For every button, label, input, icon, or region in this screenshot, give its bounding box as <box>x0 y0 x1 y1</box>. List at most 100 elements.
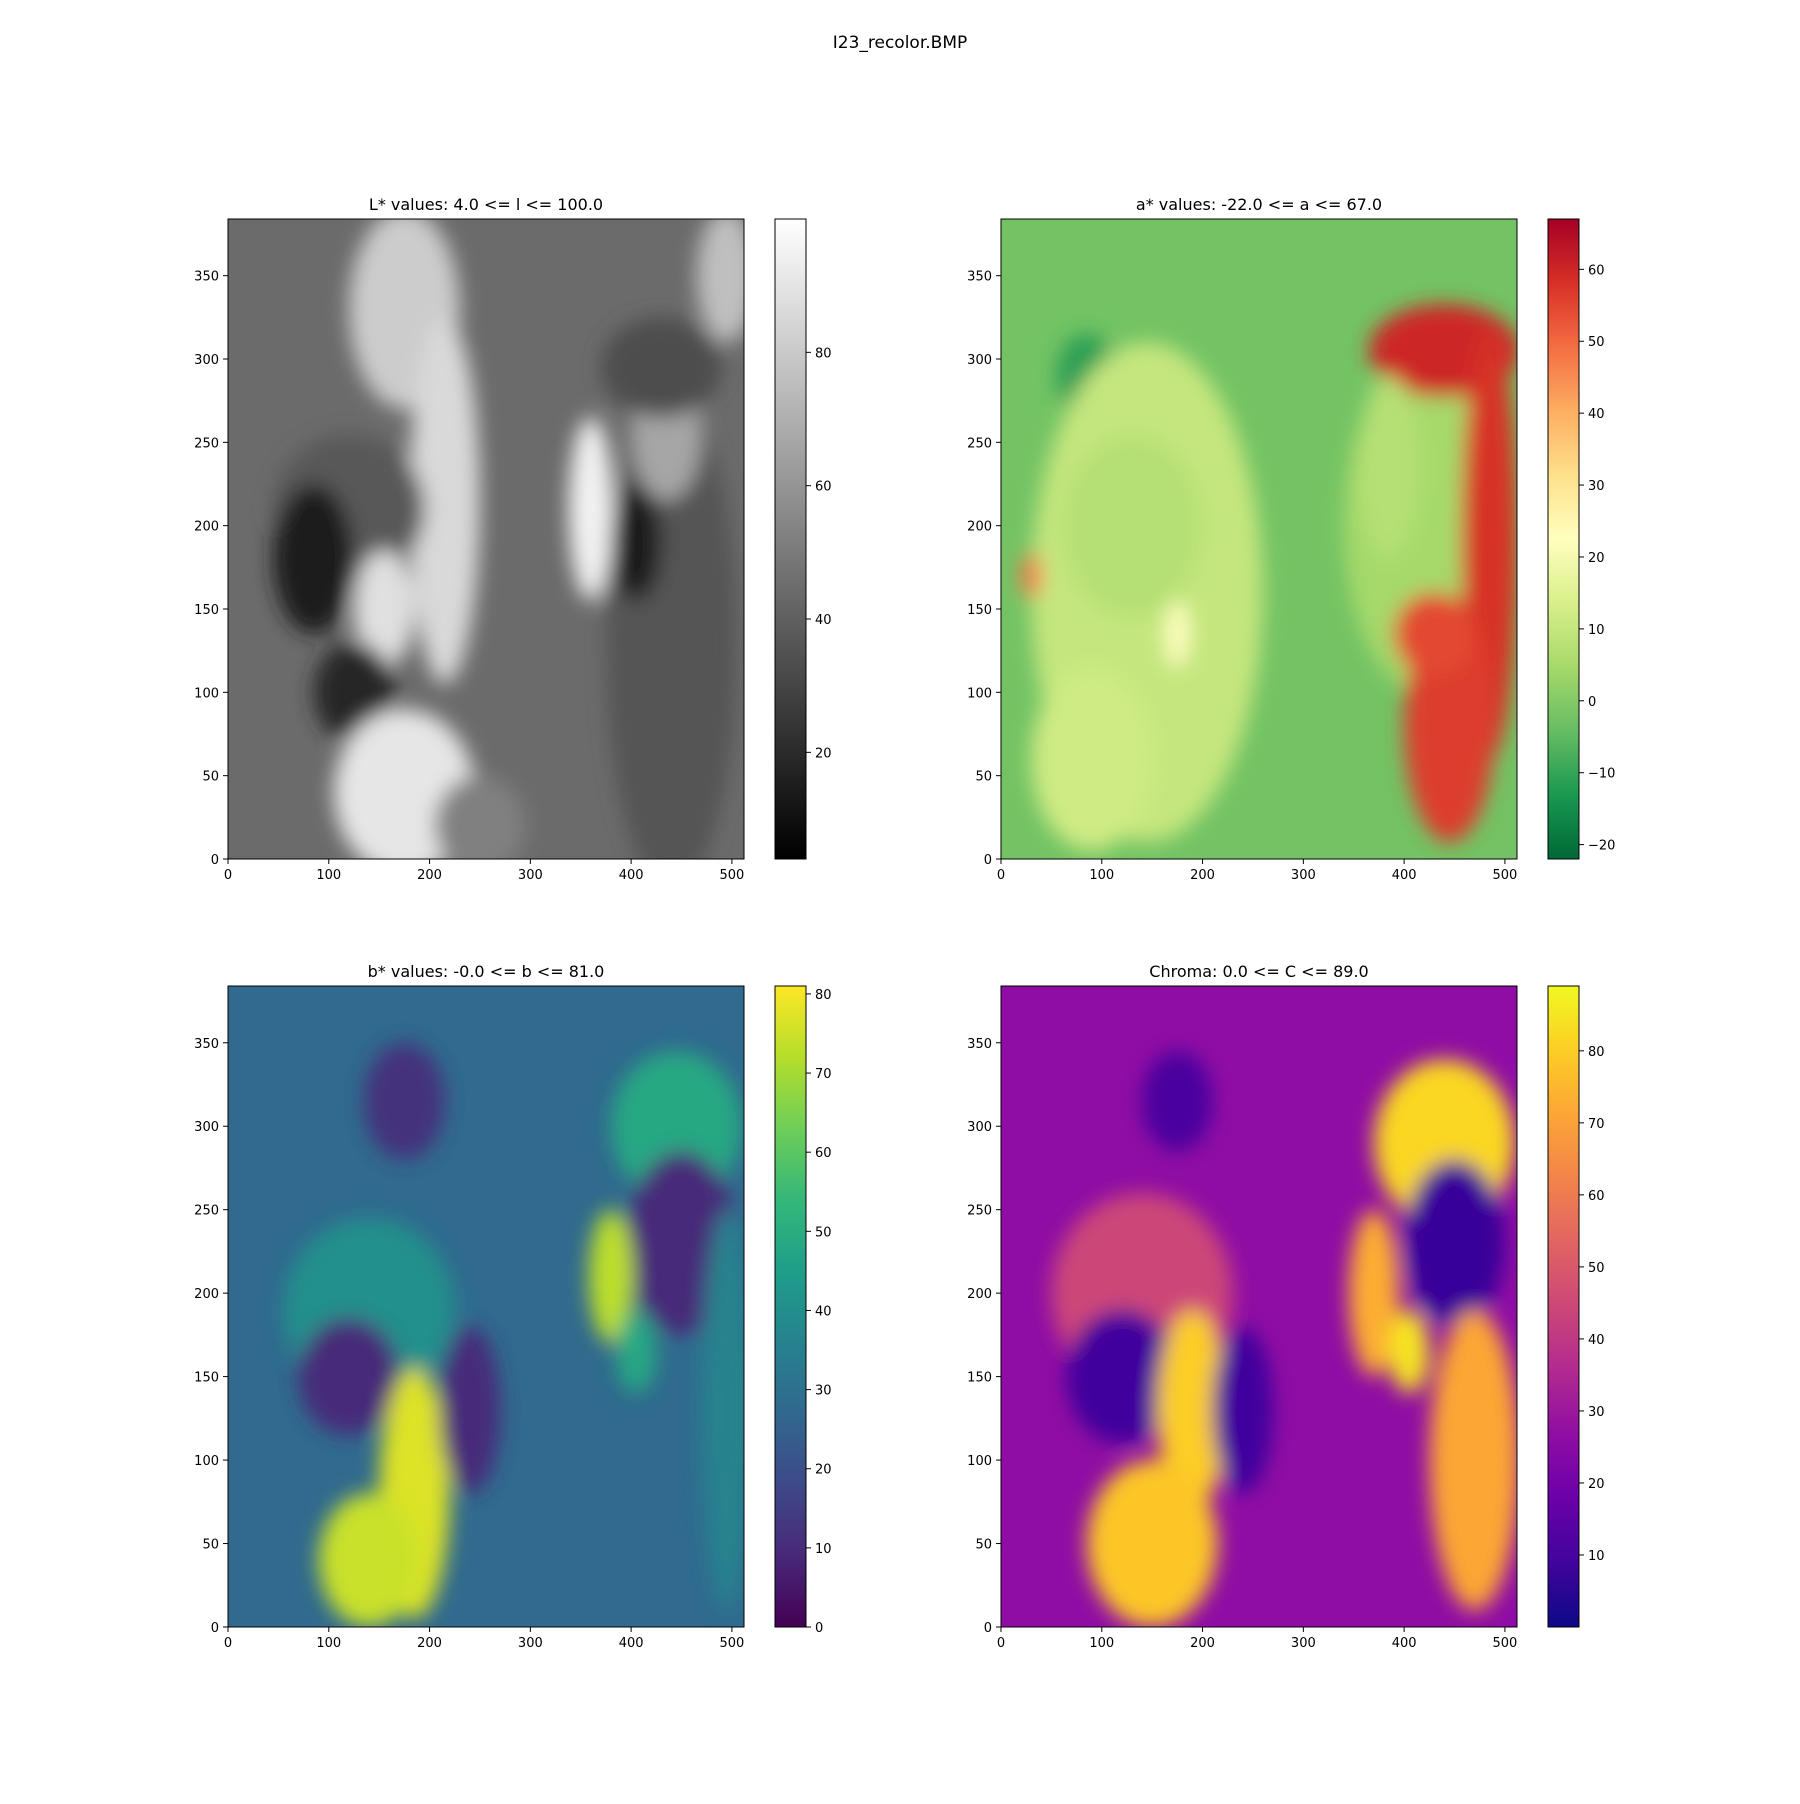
colorbar-tick-label: 20 <box>815 746 832 761</box>
y-tick-label: 100 <box>967 686 992 701</box>
y-tick-label: 150 <box>967 1371 992 1386</box>
subplot-3: b* values: -0.0 <= b <= 81.00 100 200 300 40… <box>194 962 831 1651</box>
y-tick-label: 200 <box>967 520 992 535</box>
y-tick-label: 50 <box>202 770 219 785</box>
x-tick-label: 300 <box>1291 1636 1316 1651</box>
x-tick-label: 100 <box>1089 1636 1114 1651</box>
y-tick-label: 350 <box>194 270 219 285</box>
x-tick-label: 100 <box>316 868 341 883</box>
x-tick-label: 200 <box>417 868 442 883</box>
heatmap-region <box>701 1209 744 1611</box>
y-tick-label: 200 <box>194 1287 219 1302</box>
axes-frame <box>1000 985 1518 1628</box>
x-tick-label: 300 <box>518 1636 543 1651</box>
colorbar-tick-label: 50 <box>815 1225 832 1240</box>
y-tick-label: 100 <box>967 1454 992 1469</box>
y-tick-label: 250 <box>194 1204 219 1219</box>
colorbar-tick-label: 10 <box>1588 623 1605 638</box>
x-tick-label: 300 <box>1291 868 1316 883</box>
y-tick-label: 350 <box>967 1037 992 1052</box>
heatmap-image <box>1001 219 1517 859</box>
y-tick-label: 300 <box>194 1120 219 1135</box>
subplot-title: Chroma: 0.0 <= C <= 89.0 <box>1149 962 1368 981</box>
colorbar-tick-label: 40 <box>1588 1333 1605 1348</box>
y-tick-label: 200 <box>194 520 219 535</box>
y-tick-label: 300 <box>967 1120 992 1135</box>
colorbar-tick-label: −20 <box>1588 839 1615 854</box>
heatmap-region <box>696 219 744 343</box>
colorbar <box>774 985 807 1628</box>
heatmap-region <box>1389 1309 1430 1394</box>
y-tick-label: 100 <box>194 1454 219 1469</box>
y-tick-label: 0 <box>211 1621 219 1636</box>
y-tick-label: 350 <box>194 1037 219 1052</box>
colorbar-tick-label: 80 <box>815 346 832 361</box>
x-tick-label: 100 <box>316 1636 341 1651</box>
heatmap-region <box>616 1309 657 1394</box>
heatmap-region <box>1348 1209 1400 1377</box>
heatmap-region <box>1021 552 1042 600</box>
colorbar-tick-label: 70 <box>1588 1117 1605 1132</box>
heatmap-region <box>1066 1309 1178 1444</box>
heatmap-region <box>610 483 662 601</box>
y-tick-label: 150 <box>967 603 992 618</box>
y-tick-label: 0 <box>211 853 219 868</box>
axes-frame <box>1000 218 1518 860</box>
y-tick-label: 100 <box>194 686 219 701</box>
colorbar-tick-label: 50 <box>1588 1261 1605 1276</box>
colorbar-tick-label: 70 <box>815 1067 832 1082</box>
y-tick-label: 350 <box>967 270 992 285</box>
heatmap-region <box>409 317 480 684</box>
colorbar-tick-label: 40 <box>815 613 832 628</box>
x-tick-label: 400 <box>619 868 644 883</box>
x-tick-label: 500 <box>719 1636 744 1651</box>
x-tick-label: 0 <box>997 868 1005 883</box>
colorbar <box>774 218 807 860</box>
x-tick-label: 0 <box>997 1636 1005 1651</box>
colorbar-tick-label: 60 <box>1588 263 1605 278</box>
heatmap-region <box>1394 592 1475 676</box>
x-tick-label: 400 <box>1392 868 1417 883</box>
colorbar-tick-label: 80 <box>1588 1045 1605 1060</box>
colorbar <box>1547 985 1580 1628</box>
colorbar-tick-label: 20 <box>1588 551 1605 566</box>
y-tick-label: 150 <box>194 603 219 618</box>
colorbar-tick-label: 80 <box>815 988 832 1003</box>
heatmap-region <box>1061 434 1203 618</box>
y-tick-label: 150 <box>194 1371 219 1386</box>
heatmap-region <box>353 550 415 668</box>
colorbar-tick-label: 20 <box>1588 1477 1605 1492</box>
heatmap-region <box>439 1326 501 1494</box>
heatmap-image <box>228 219 744 859</box>
subplot-4: Chroma: 0.0 <= C <= 89.00 100 200 300 400 500… <box>967 962 1604 1651</box>
x-tick-label: 0 <box>224 1636 232 1651</box>
y-tick-label: 0 <box>984 853 992 868</box>
colorbar-tick-label: 0 <box>1588 695 1596 710</box>
colorbar <box>1547 218 1580 860</box>
heatmap-region <box>318 1493 420 1627</box>
heatmap-region <box>434 775 526 859</box>
x-tick-label: 500 <box>719 868 744 883</box>
x-tick-label: 100 <box>1089 868 1114 883</box>
x-tick-label: 400 <box>1392 1636 1417 1651</box>
y-tick-label: 50 <box>202 1538 219 1553</box>
axes-frame <box>227 218 745 860</box>
colorbar-tick-label: 30 <box>1588 479 1605 494</box>
colorbar-tick-label: 40 <box>1588 407 1605 422</box>
colorbar-tick-label: 40 <box>815 1304 832 1319</box>
heatmap-region <box>1404 1159 1505 1327</box>
heatmap-region <box>1358 375 1420 559</box>
x-tick-label: 200 <box>417 1636 442 1651</box>
heatmap-region <box>273 484 354 634</box>
colorbar-tick-label: 10 <box>815 1542 832 1557</box>
subplot-1: L* values: 4.0 <= l <= 100.00 100 200 300 40… <box>194 195 832 883</box>
y-tick-label: 300 <box>967 353 992 368</box>
heatmap-region <box>364 1042 445 1160</box>
heatmap-region <box>298 1318 400 1436</box>
x-tick-label: 200 <box>1190 868 1215 883</box>
colorbar-tick-label: 10 <box>1588 1549 1605 1564</box>
colorbar-tick-label: −10 <box>1588 767 1615 782</box>
x-tick-label: 500 <box>1492 868 1517 883</box>
heatmap-region <box>588 1209 634 1344</box>
